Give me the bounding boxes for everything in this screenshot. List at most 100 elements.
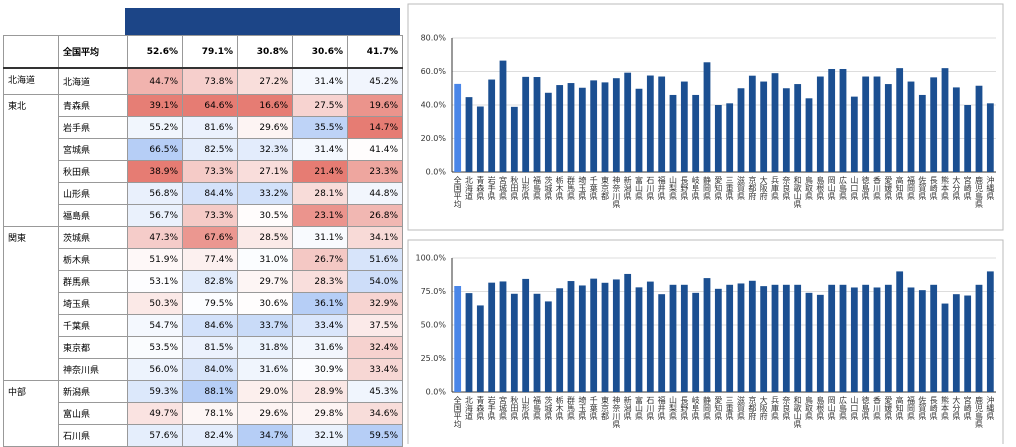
x-tick-label: 岡山県 [827,396,836,421]
bar [556,288,564,392]
x-tick-label: 愛媛県 [884,395,893,421]
value-cell: 29.6% [237,402,293,425]
bar [930,284,938,392]
x-tick-label: 滋賀県 [737,395,746,421]
bar [748,75,756,172]
bar [612,279,620,392]
value-cell: 33.7% [237,314,293,337]
value-cell: 21.4% [292,160,348,183]
bar [873,76,881,172]
x-tick-label: 茨城県 [544,175,553,201]
bar [578,87,586,172]
value-cell: 45.2% [347,67,403,95]
bar [986,103,994,172]
x-tick-label: 千葉県 [589,175,598,201]
bar [499,281,507,392]
bar [828,284,836,392]
value-cell: 50.3% [127,292,183,315]
bar [816,76,824,172]
x-tick-label: 宮城県 [499,175,508,201]
x-tick-label: 宮崎県 [963,175,972,201]
y-tick-label: 60.0% [421,67,447,76]
value-cell: 59.3% [127,380,183,403]
row: 千葉県 54.7% 84.6% 33.7% 33.4% 37.5% [4,314,403,337]
value-cell: 54.7% [127,314,183,337]
x-tick-label: 鳥取県 [805,175,814,201]
bar [658,76,666,172]
x-tick-label: 佐賀県 [918,395,927,421]
bar [601,282,609,392]
bar [794,84,802,172]
y-tick-label: 100.0% [415,254,446,263]
x-tick-label: 岩手県 [487,395,496,421]
x-tick-label: 山形県 [521,175,530,201]
x-tick-label: 群馬県 [567,395,576,421]
bar [896,68,904,172]
x-tick-label: 秋田県 [510,175,519,201]
y-tick-label: 0.0% [426,168,447,177]
value-cell: 29.7% [237,270,293,293]
x-tick-label: 栃木県 [555,175,564,201]
x-tick-label: 佐賀県 [918,175,927,201]
header-cell: 79.1% [182,35,238,69]
bar [590,278,598,392]
x-tick-label: 奈良県 [782,395,791,421]
value-cell: 32.1% [292,424,348,447]
x-tick-label: 熊本県 [941,175,950,201]
bar [692,94,700,172]
bar [907,81,915,172]
bar [964,105,972,172]
x-tick-label: 岡山県 [827,176,836,201]
x-tick-label: 京都府 [748,175,757,201]
x-tick-label: 岩手県 [487,175,496,201]
header-bar [125,8,400,35]
bar [714,288,722,392]
bar [884,284,892,392]
value-cell: 31.0% [237,248,293,271]
value-cell: 37.5% [347,314,403,337]
x-tick-label: 山口県 [850,395,859,421]
value-cell: 32.9% [347,292,403,315]
y-tick-label: 40.0% [421,101,447,110]
bar [544,301,552,392]
x-tick-label: 香川県 [873,175,882,201]
x-tick-label: 石川県 [646,176,655,201]
x-tick-label: 神奈川県 [612,175,621,209]
value-cell: 31.8% [237,336,293,359]
x-tick-label: 大阪府 [759,175,768,201]
row: 東京都 53.5% 81.5% 31.8% 31.6% 32.4% [4,336,403,359]
x-tick-label: 広島県 [839,175,848,201]
x-tick-label: 宮城県 [499,395,508,421]
value-cell: 47.3% [127,226,183,249]
bar [918,94,926,172]
bar [624,72,632,172]
value-cell: 31.6% [292,336,348,359]
bar [488,79,496,172]
bar [771,73,779,172]
bar [975,284,983,392]
value-cell: 32.3% [237,138,293,161]
x-tick-label: 千葉県 [589,395,598,421]
header-cell: 41.7% [347,35,403,69]
x-tick-label: 兵庫県 [771,395,780,421]
bar [952,87,960,172]
x-tick-label: 福井県 [657,396,666,421]
bar [567,281,575,392]
bar [624,273,632,392]
value-cell: 34.7% [237,424,293,447]
value-cell: 56.0% [127,358,183,381]
bar [794,284,802,392]
x-tick-label: 埼玉県 [578,175,587,201]
x-tick-label: 福井県 [657,176,666,201]
y-tick-label: 80.0% [421,34,447,43]
row: 石川県 57.6% 82.4% 34.7% 32.1% 59.5% [4,424,403,447]
bar [941,68,949,172]
bar [454,286,462,392]
value-cell: 28.1% [292,182,348,205]
value-cell: 26.7% [292,248,348,271]
value-cell: 29.0% [237,380,293,403]
bar [952,294,960,392]
bar [839,68,847,172]
